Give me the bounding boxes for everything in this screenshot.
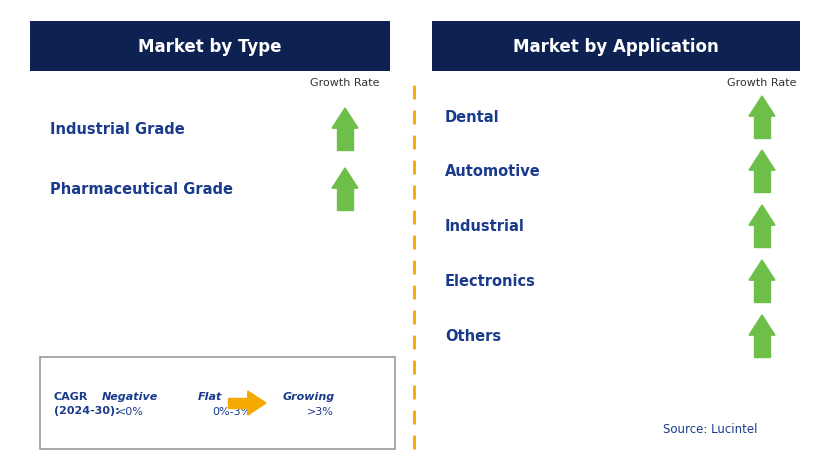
Text: Negative: Negative <box>102 391 158 401</box>
Polygon shape <box>753 226 769 247</box>
Polygon shape <box>348 387 368 403</box>
Polygon shape <box>228 398 248 408</box>
Text: >3%: >3% <box>306 406 333 416</box>
Text: Growth Rate: Growth Rate <box>310 78 379 88</box>
Polygon shape <box>748 206 774 226</box>
Text: Growing: Growing <box>282 391 335 401</box>
Polygon shape <box>753 336 769 357</box>
Polygon shape <box>748 260 774 280</box>
Text: Others: Others <box>445 329 500 344</box>
FancyBboxPatch shape <box>30 22 389 72</box>
Polygon shape <box>166 387 178 404</box>
Polygon shape <box>753 171 769 193</box>
Text: CAGR: CAGR <box>54 391 89 401</box>
Polygon shape <box>748 151 774 171</box>
Text: Source: Lucintel: Source: Lucintel <box>662 423 756 436</box>
Text: Industrial: Industrial <box>445 219 524 234</box>
Text: Market by Type: Market by Type <box>138 38 282 56</box>
Polygon shape <box>753 117 769 139</box>
Text: Automotive: Automotive <box>445 164 540 179</box>
Polygon shape <box>161 404 182 419</box>
Text: Flat: Flat <box>198 391 222 401</box>
FancyBboxPatch shape <box>431 22 799 72</box>
Text: Industrial Grade: Industrial Grade <box>50 122 185 137</box>
FancyBboxPatch shape <box>40 357 394 449</box>
Polygon shape <box>331 109 358 129</box>
Polygon shape <box>248 391 266 415</box>
Polygon shape <box>753 280 769 302</box>
Polygon shape <box>748 97 774 117</box>
Text: Pharmaceutical Grade: Pharmaceutical Grade <box>50 182 233 197</box>
Text: Growth Rate: Growth Rate <box>726 78 796 88</box>
Text: (2024-30):: (2024-30): <box>54 405 119 415</box>
Polygon shape <box>748 315 774 336</box>
Text: <0%: <0% <box>117 406 143 416</box>
Polygon shape <box>351 403 364 419</box>
Text: Electronics: Electronics <box>445 274 535 289</box>
Polygon shape <box>336 129 353 151</box>
Polygon shape <box>336 189 353 211</box>
Text: 0%-3%: 0%-3% <box>212 406 252 416</box>
Text: Market by Application: Market by Application <box>513 38 718 56</box>
Polygon shape <box>331 168 358 189</box>
Text: Dental: Dental <box>445 110 499 125</box>
